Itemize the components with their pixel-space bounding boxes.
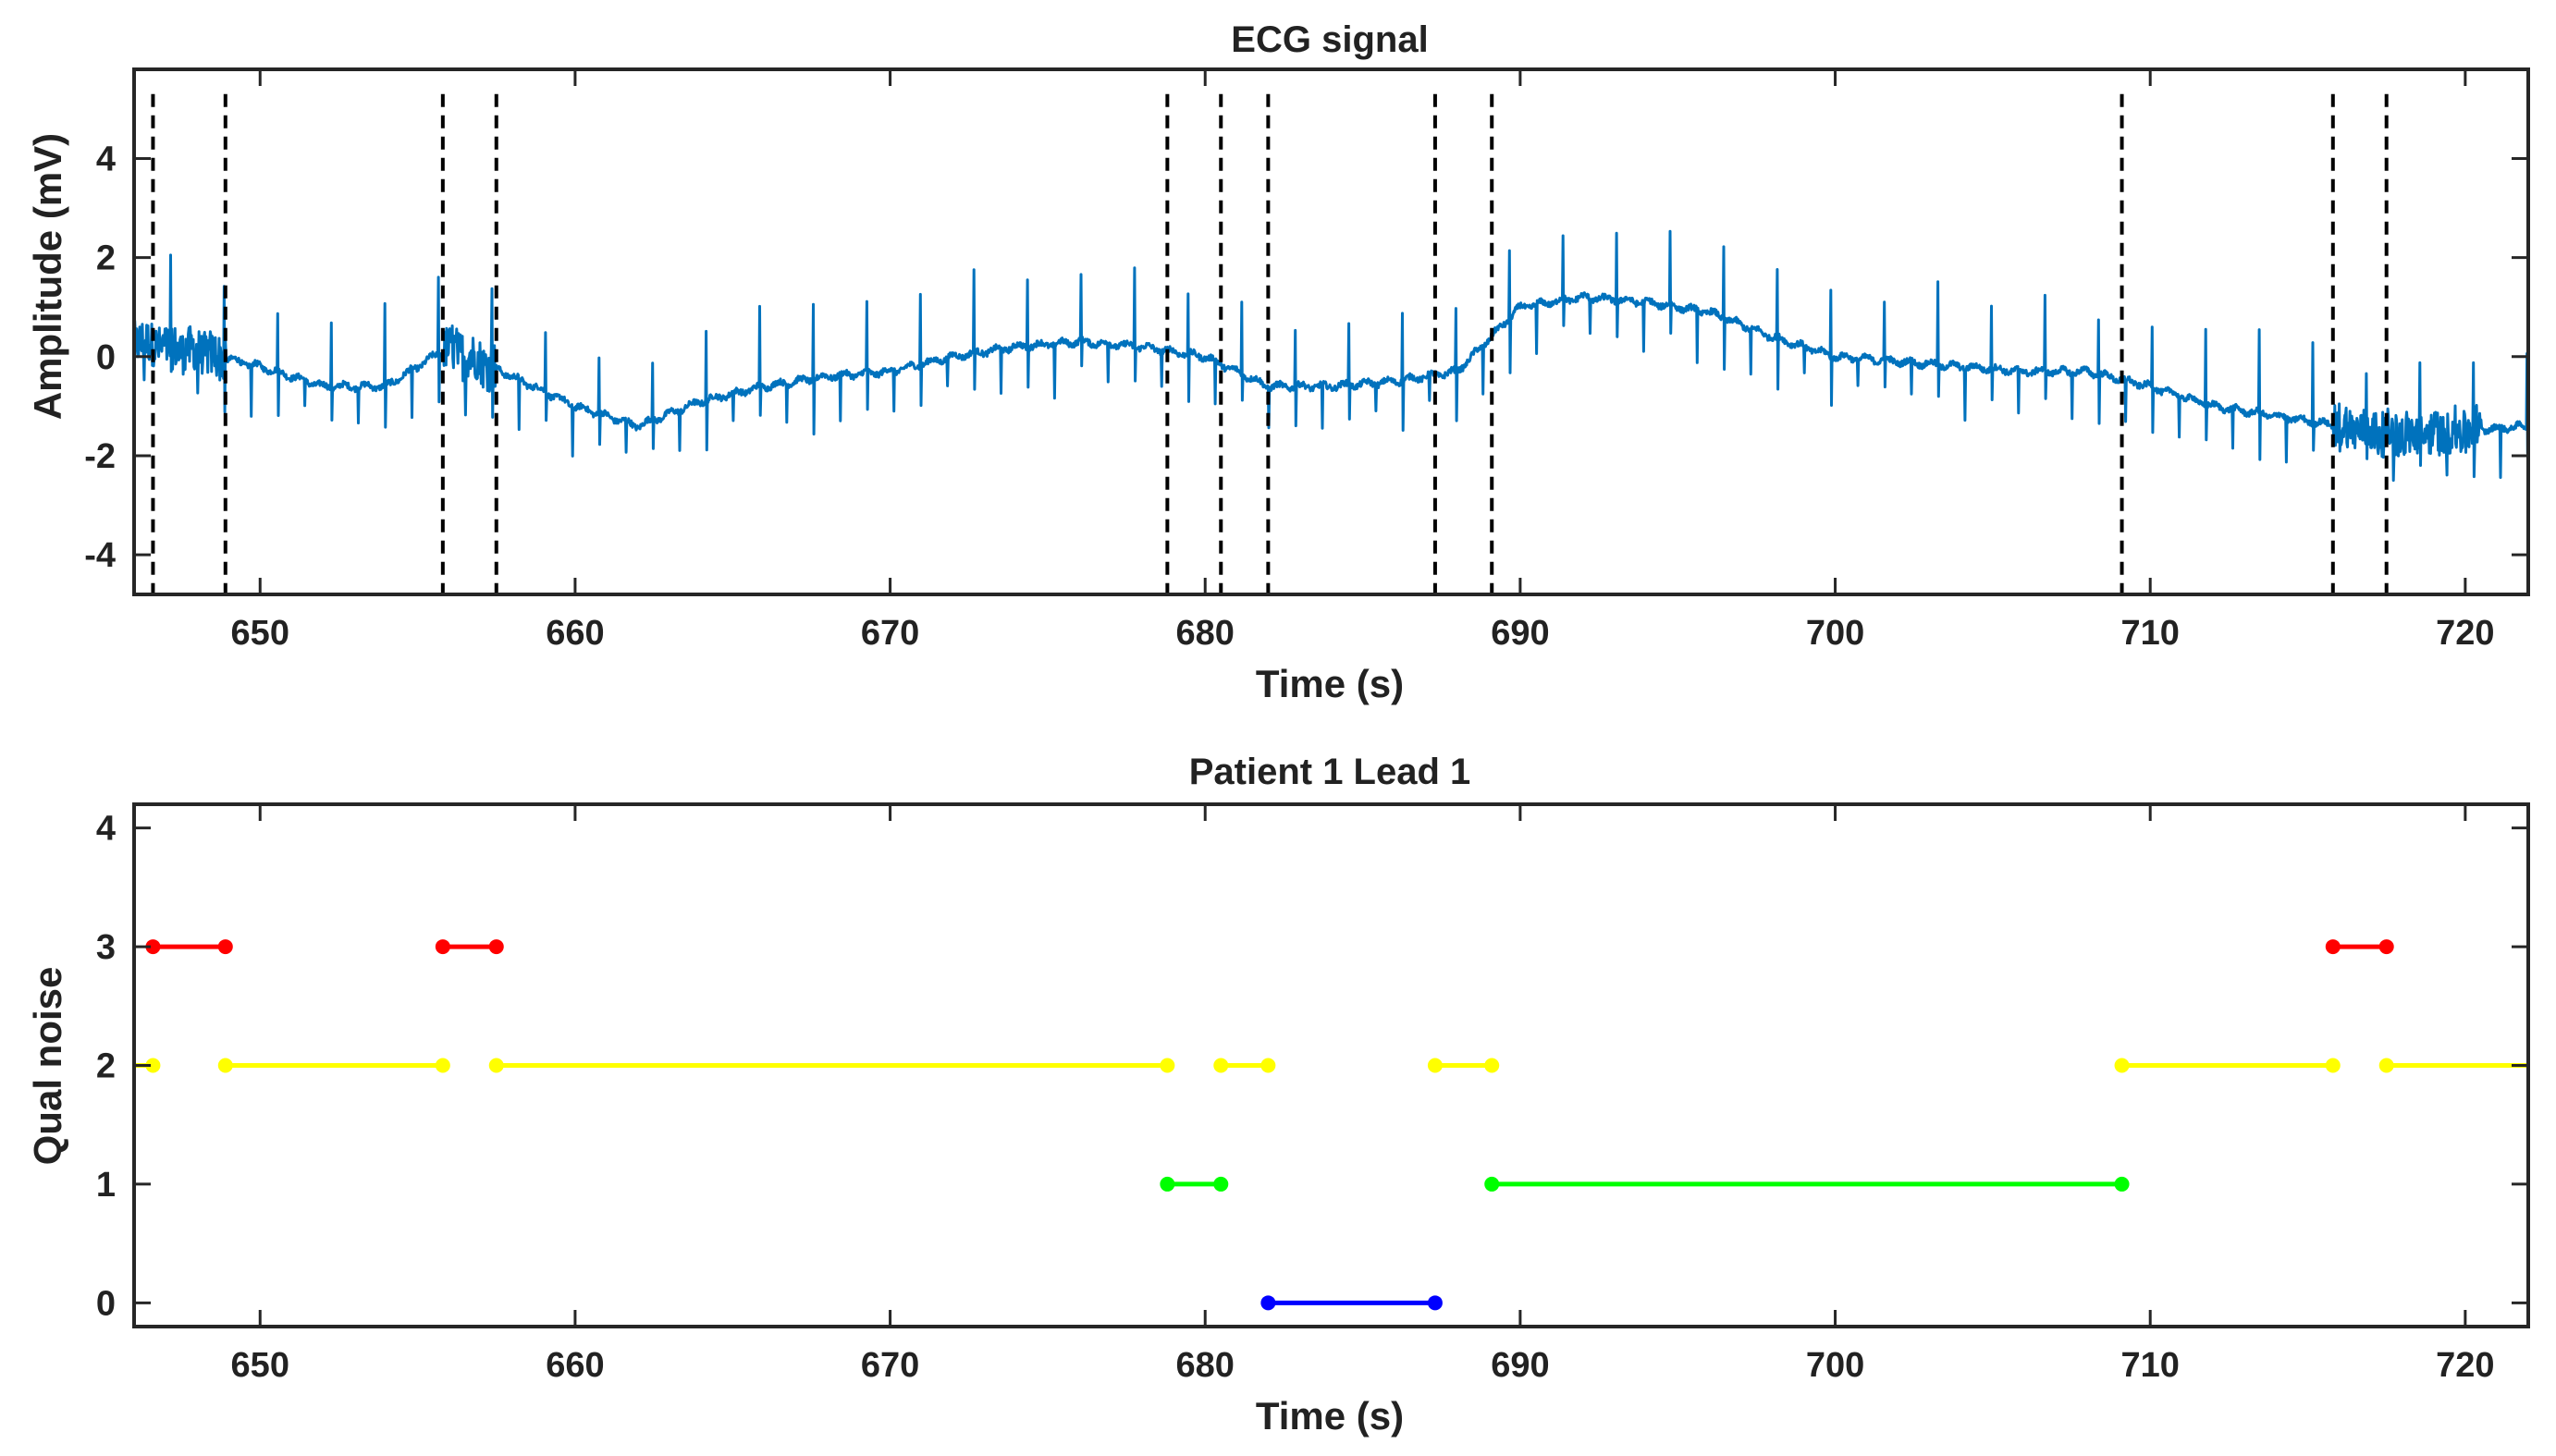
quality-ticks: 650 660 670 680 690 700 710 720 0 1 2 3 4: [96, 804, 2528, 1385]
ecg-x-tick-label: 690: [1491, 614, 1549, 653]
quality-segment-end-point: [488, 939, 504, 955]
quality-segment-start-point: [2378, 1058, 2394, 1073]
ecg-panel: ECG signal 650 660 670 680 690 700 710 720 -4 -2 0…: [26, 19, 2530, 705]
quality-segment-start-point: [2325, 939, 2341, 955]
quality-segment-end-point: [1213, 1176, 1229, 1192]
quality-segment-end-point: [145, 1058, 161, 1073]
ecg-ticks: 650 660 670 680 690 700 710 720 -4 -2 0 2 4: [84, 69, 2528, 653]
quality-segment-end-point: [2378, 939, 2394, 955]
quality-segment-end-point: [1484, 1058, 1500, 1073]
quality-segment-start-point: [2114, 1058, 2130, 1073]
quality-y-tick-label: 0: [96, 1284, 116, 1323]
ecg-x-axis-label: Time (s): [1256, 662, 1404, 705]
ecg-y-tick-label: 0: [96, 338, 116, 377]
ecg-y-tick-label: 2: [96, 239, 116, 278]
quality-segment-start-point: [1260, 1295, 1276, 1311]
quality-segment-end-point: [217, 939, 233, 955]
quality-segment-end-point: [1160, 1058, 1175, 1073]
quality-segment-start-point: [1160, 1176, 1175, 1192]
ecg-x-tick-label: 710: [2121, 614, 2180, 653]
ecg-x-tick-label: 720: [2436, 614, 2494, 653]
quality-segment-start-point: [435, 939, 450, 955]
quality-segment-end-point: [1427, 1295, 1443, 1311]
ecg-x-tick-label: 680: [1176, 614, 1235, 653]
ecg-y-axis-label: Amplitude (mV): [26, 133, 69, 420]
quality-y-tick-label: 1: [96, 1166, 116, 1205]
quality-x-tick-label: 690: [1491, 1346, 1549, 1385]
quality-segment-end-point: [2114, 1176, 2130, 1192]
ecg-series-line: [132, 229, 2530, 483]
ecg-x-tick-label: 650: [231, 614, 289, 653]
ecg-axes-box: [132, 67, 2530, 596]
quality-panel: Patient 1 Lead 1 650 660 670 680 690 700 710 72…: [26, 752, 2530, 1438]
quality-y-tick-label: 4: [96, 810, 116, 849]
quality-x-axis-label: Time (s): [1256, 1394, 1404, 1438]
ecg-x-tick-label: 670: [861, 614, 919, 653]
ecg-y-tick-label: -2: [84, 437, 116, 476]
quality-segment-start-point: [1427, 1058, 1443, 1073]
quality-x-tick-label: 660: [546, 1346, 604, 1385]
quality-segment-end-point: [2325, 1058, 2341, 1073]
quality-x-tick-label: 700: [1806, 1346, 1864, 1385]
quality-segment-end-point: [435, 1058, 450, 1073]
ecg-y-tick-label: -4: [84, 536, 116, 575]
quality-segment-end-point: [1260, 1058, 1276, 1073]
quality-y-axis-label: Qual noise: [26, 967, 69, 1166]
quality-title: Patient 1 Lead 1: [1189, 752, 1471, 792]
quality-x-tick-label: 720: [2436, 1346, 2494, 1385]
quality-plot-area: [134, 939, 2528, 1311]
ecg-x-tick-label: 700: [1806, 614, 1864, 653]
ecg-plot-area: [132, 93, 2530, 594]
ecg-y-tick-label: 4: [96, 140, 116, 178]
quality-y-tick-label: 2: [96, 1047, 116, 1086]
quality-segment-start-point: [1484, 1176, 1500, 1192]
quality-x-tick-label: 650: [231, 1346, 289, 1385]
quality-x-tick-label: 670: [861, 1346, 919, 1385]
quality-x-tick-label: 710: [2121, 1346, 2180, 1385]
quality-segment-start-point: [145, 939, 161, 955]
quality-x-tick-label: 680: [1176, 1346, 1235, 1385]
quality-y-tick-label: 3: [96, 928, 116, 967]
quality-segment-start-point: [217, 1058, 233, 1073]
ecg-title: ECG signal: [1231, 19, 1428, 60]
ecg-x-tick-label: 660: [546, 614, 604, 653]
quality-segment-start-point: [1213, 1058, 1229, 1073]
quality-segment-start-point: [488, 1058, 504, 1073]
